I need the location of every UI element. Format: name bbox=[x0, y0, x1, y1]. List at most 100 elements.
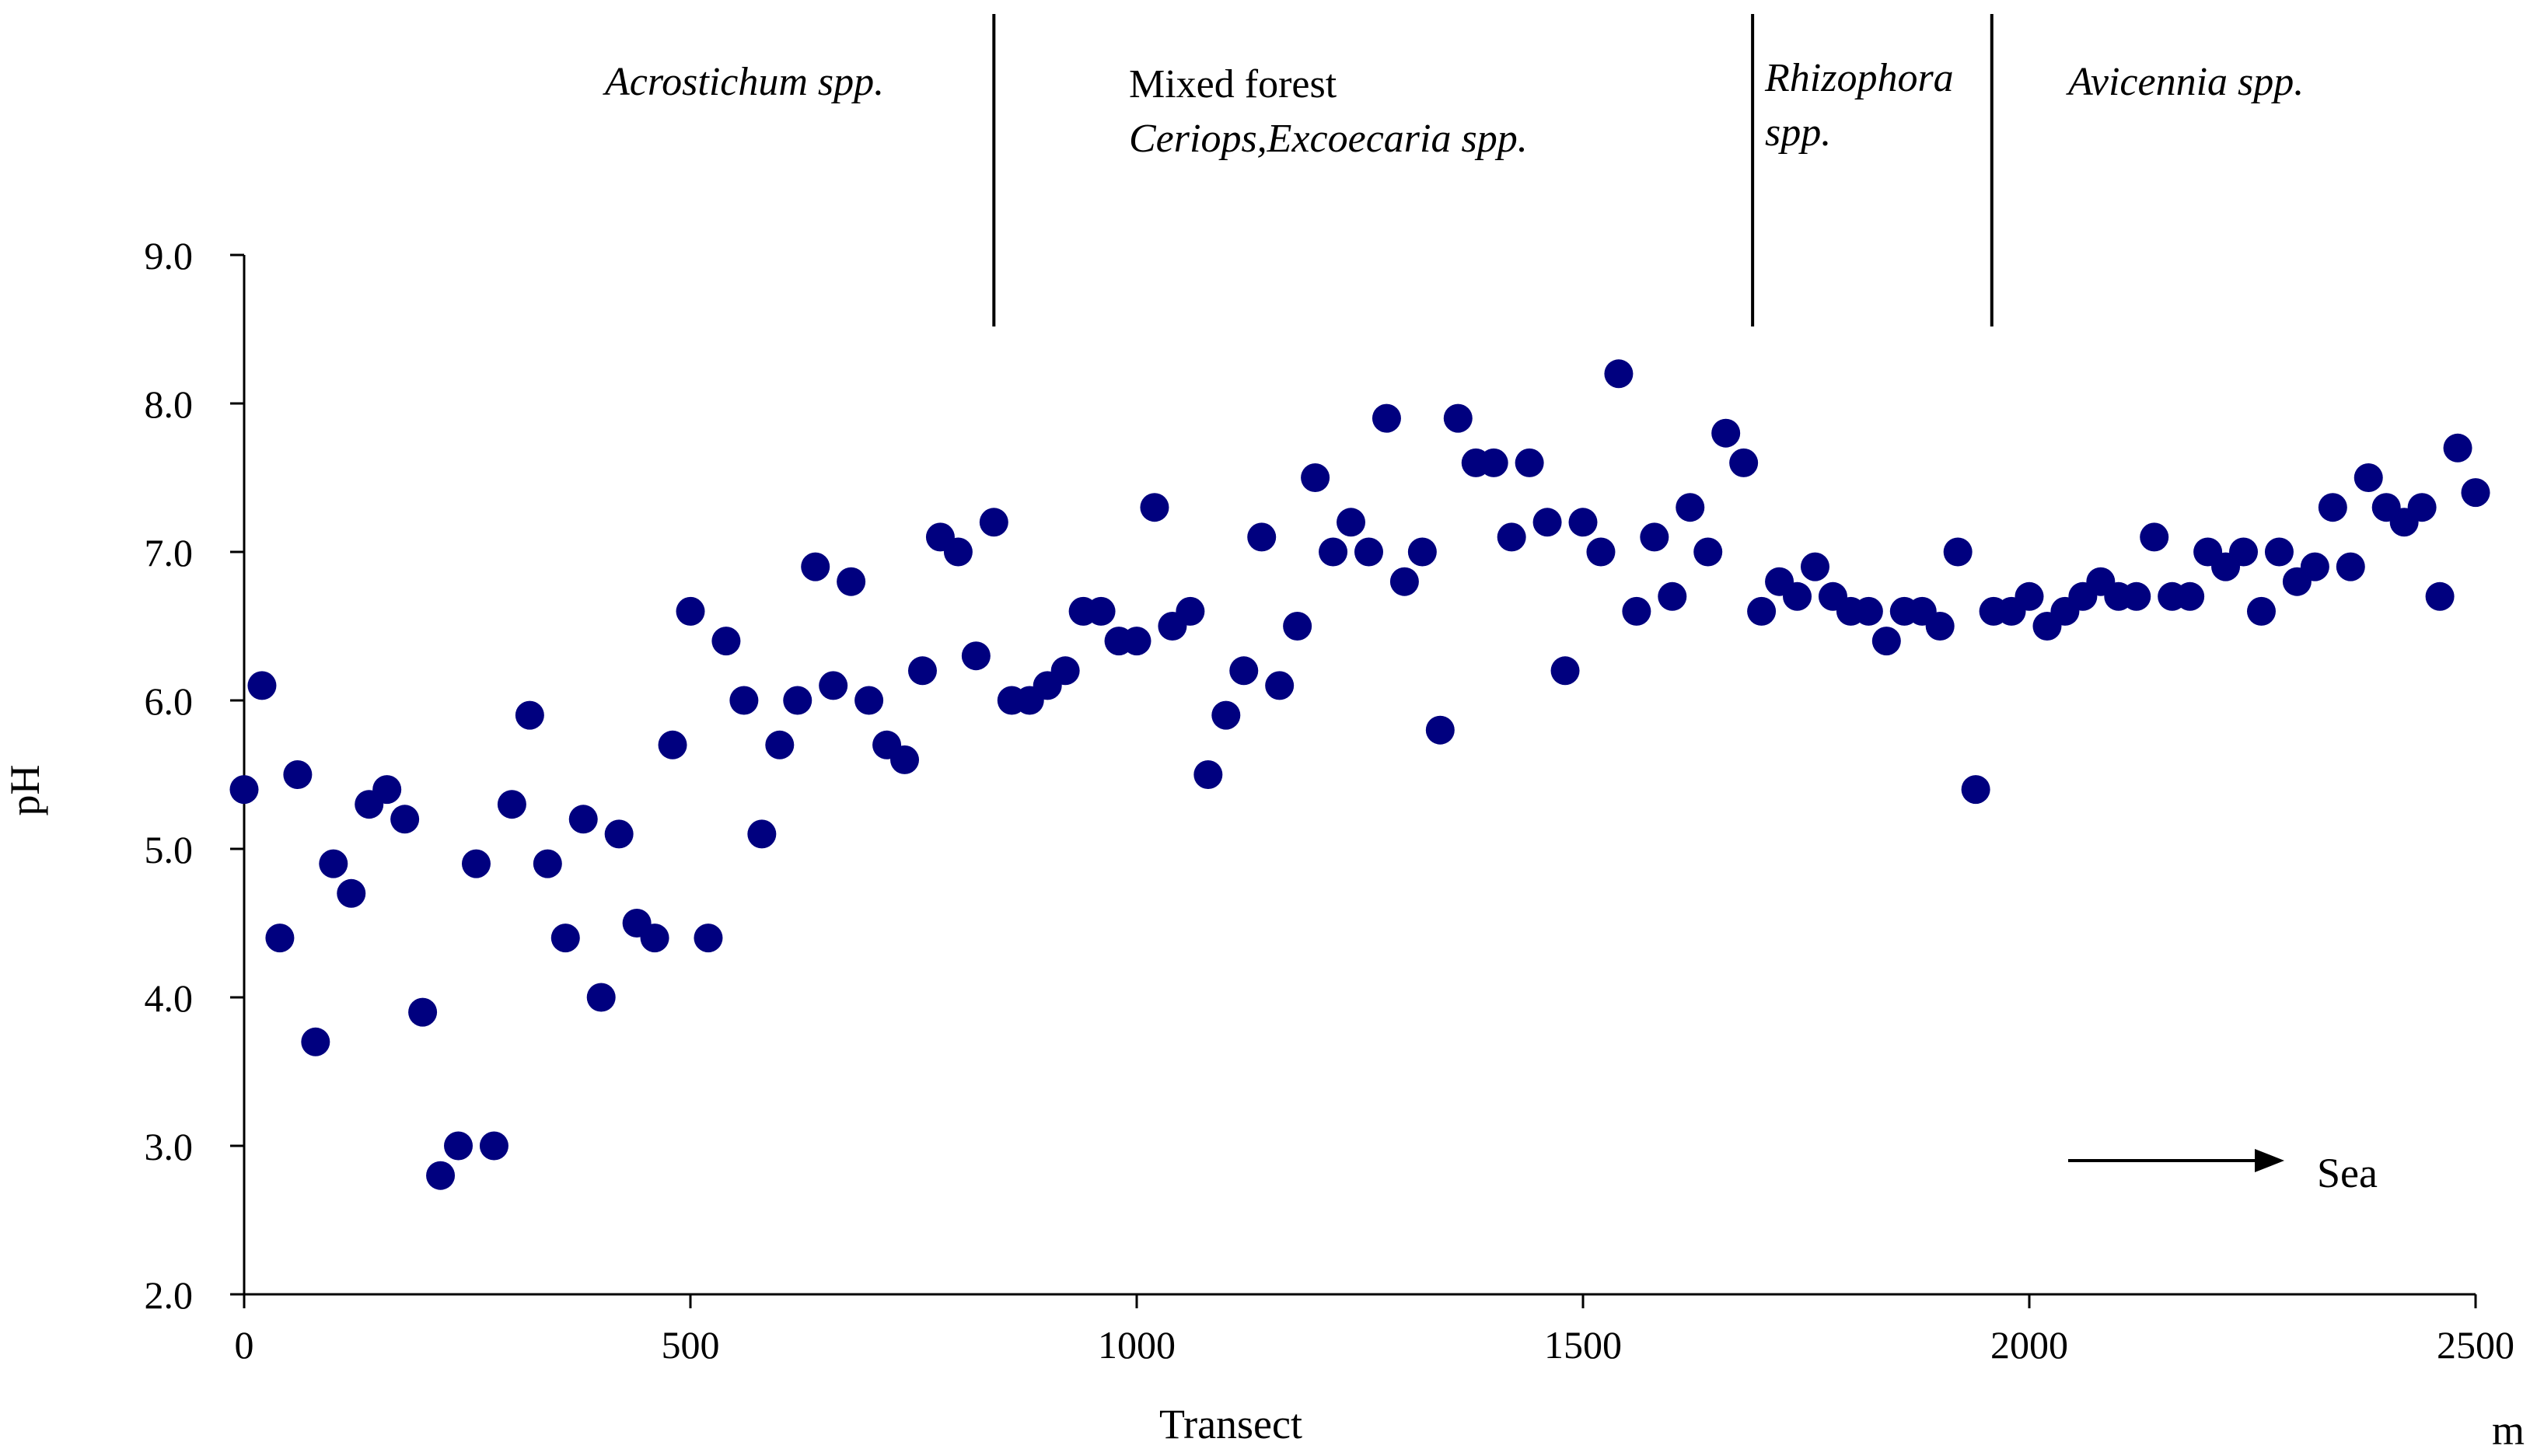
y-tick-label: 5.0 bbox=[145, 828, 194, 871]
data-point bbox=[694, 924, 723, 953]
y-tick-label: 6.0 bbox=[145, 679, 194, 723]
data-point bbox=[604, 819, 634, 849]
zone-label-line: Mixed forest bbox=[1129, 62, 1337, 106]
data-point bbox=[1711, 418, 1741, 448]
zone-label-line: Rhizophora bbox=[1764, 56, 1954, 100]
data-point bbox=[461, 849, 491, 878]
y-tick-label: 3.0 bbox=[145, 1125, 194, 1168]
data-point bbox=[1871, 627, 1901, 656]
data-point bbox=[2354, 463, 2383, 492]
sea-annotation: Sea bbox=[2068, 1149, 2378, 1196]
data-points bbox=[229, 359, 2490, 1190]
data-point bbox=[837, 567, 866, 596]
data-point bbox=[1211, 700, 1241, 730]
data-point bbox=[1586, 537, 1616, 567]
data-point bbox=[229, 775, 259, 805]
data-point bbox=[747, 819, 777, 849]
data-point bbox=[783, 686, 812, 715]
y-tick-label: 2.0 bbox=[145, 1273, 194, 1317]
x-tick-label: 0 bbox=[235, 1323, 254, 1367]
y-tick-label: 7.0 bbox=[145, 531, 194, 574]
data-point bbox=[1783, 581, 1812, 611]
data-point bbox=[729, 686, 759, 715]
data-point bbox=[390, 805, 420, 834]
data-point bbox=[568, 805, 598, 834]
data-point bbox=[907, 656, 937, 686]
data-point bbox=[2015, 581, 2044, 611]
data-point bbox=[1283, 612, 1312, 641]
data-point bbox=[2300, 552, 2329, 581]
data-point bbox=[1389, 567, 1419, 596]
data-point bbox=[301, 1027, 330, 1056]
zone-label-line: spp. bbox=[1765, 110, 1831, 155]
data-point bbox=[961, 641, 991, 671]
data-point bbox=[1122, 627, 1151, 656]
data-point bbox=[1515, 448, 1544, 477]
data-point bbox=[1407, 537, 1437, 567]
data-point bbox=[1086, 596, 1116, 626]
data-point bbox=[1676, 493, 1705, 522]
data-point bbox=[1532, 508, 1562, 537]
axes: 0 500 1000 1500 2000 2500 2.0 3.0 4.0 5.0 6.0 7.0 8.… bbox=[2, 234, 2525, 1454]
data-point bbox=[586, 983, 616, 1012]
data-point bbox=[550, 924, 580, 953]
data-point bbox=[265, 924, 295, 953]
data-point bbox=[1747, 596, 1777, 626]
data-point bbox=[2336, 552, 2365, 581]
data-point bbox=[765, 730, 795, 759]
x-tick-label: 1500 bbox=[1544, 1323, 1622, 1367]
data-point bbox=[1854, 596, 1883, 626]
data-point bbox=[1604, 359, 1634, 389]
data-point bbox=[1961, 775, 1990, 805]
data-point bbox=[247, 671, 277, 700]
data-point bbox=[658, 730, 687, 759]
x-tick-label: 2500 bbox=[2437, 1323, 2514, 1367]
data-point bbox=[979, 508, 1008, 537]
data-point bbox=[2407, 493, 2437, 522]
data-point bbox=[1337, 508, 1366, 537]
data-point bbox=[2246, 596, 2276, 626]
data-point bbox=[426, 1161, 456, 1190]
y-tick-label: 8.0 bbox=[145, 382, 194, 426]
data-point bbox=[515, 700, 544, 730]
data-point bbox=[1479, 448, 1508, 477]
data-point bbox=[2229, 537, 2259, 567]
data-point bbox=[1800, 552, 1829, 581]
y-axis-title: pH bbox=[2, 765, 48, 816]
data-point bbox=[1729, 448, 1759, 477]
data-point bbox=[1247, 522, 1277, 552]
data-point bbox=[1193, 760, 1223, 789]
data-point bbox=[1176, 596, 1205, 626]
data-point bbox=[1265, 671, 1295, 700]
x-axis-title: Transect bbox=[1159, 1401, 1302, 1447]
data-point bbox=[1050, 656, 1080, 686]
data-point bbox=[2140, 522, 2169, 552]
zone-boundary-lines bbox=[992, 14, 1994, 326]
data-point bbox=[2264, 537, 2294, 567]
data-point bbox=[2425, 581, 2455, 611]
x-axis-unit: m bbox=[2492, 1407, 2525, 1454]
x-tick-label: 500 bbox=[662, 1323, 720, 1367]
sea-label: Sea bbox=[2317, 1150, 2378, 1196]
data-point bbox=[479, 1131, 508, 1161]
data-point bbox=[890, 745, 920, 774]
data-point bbox=[854, 686, 884, 715]
sea-arrow-head bbox=[2255, 1149, 2284, 1172]
zone-label-line: Avicennia spp. bbox=[2066, 60, 2304, 104]
data-point bbox=[711, 627, 741, 656]
data-point bbox=[1319, 537, 1348, 567]
y-tick-label: 9.0 bbox=[145, 234, 194, 278]
data-point bbox=[1622, 596, 1651, 626]
data-point bbox=[1301, 463, 1330, 492]
zone-label-line: Acrostichum spp. bbox=[603, 60, 884, 104]
data-point bbox=[337, 878, 366, 908]
data-point bbox=[819, 671, 848, 700]
data-point bbox=[1640, 522, 1669, 552]
data-point bbox=[533, 849, 562, 878]
data-point bbox=[408, 997, 438, 1027]
data-point bbox=[1372, 403, 1401, 433]
data-point bbox=[640, 924, 669, 953]
data-point bbox=[283, 760, 313, 789]
data-point bbox=[1140, 493, 1169, 522]
